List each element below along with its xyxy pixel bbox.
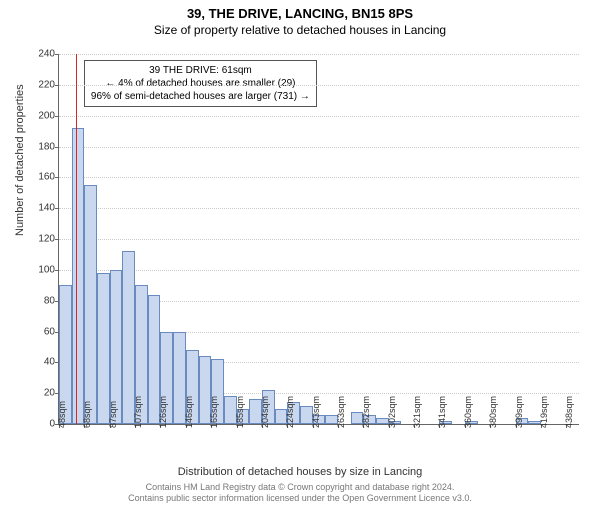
xtick-label: 126sqm (158, 396, 168, 428)
ytick-label: 120 (38, 234, 55, 245)
page-subtitle: Size of property relative to detached ho… (0, 23, 600, 37)
ytick-mark (55, 85, 59, 86)
xtick-label: 146sqm (184, 396, 194, 428)
ytick-label: 180 (38, 141, 55, 152)
histogram-bar (84, 185, 97, 424)
y-axis-label: Number of detached properties (14, 84, 26, 236)
xtick-label: 68sqm (82, 401, 92, 428)
gridline (59, 270, 579, 271)
xtick-label: 360sqm (463, 396, 473, 428)
xtick-label: 380sqm (488, 396, 498, 428)
gridline (59, 239, 579, 240)
histogram-bar (72, 128, 85, 424)
ytick-label: 160 (38, 172, 55, 183)
ytick-label: 60 (44, 326, 55, 337)
footer-line-2: Contains public sector information licen… (0, 493, 600, 504)
footer: Contains HM Land Registry data © Crown c… (0, 482, 600, 504)
xtick-label: 185sqm (235, 396, 245, 428)
ytick-mark (55, 208, 59, 209)
ytick-label: 20 (44, 388, 55, 399)
ytick-label: 0 (49, 419, 55, 430)
xtick-label: 321sqm (412, 396, 422, 428)
xtick-label: 107sqm (133, 396, 143, 428)
x-axis-label: Distribution of detached houses by size … (0, 466, 600, 478)
ytick-label: 100 (38, 264, 55, 275)
xtick-label: 263sqm (336, 396, 346, 428)
xtick-label: 224sqm (285, 396, 295, 428)
marker-info-box: 39 THE DRIVE: 61sqm ← 4% of detached hou… (84, 60, 317, 107)
xtick-label: 48sqm (57, 401, 67, 428)
gridline (59, 177, 579, 178)
xtick-label: 438sqm (564, 396, 574, 428)
page-title: 39, THE DRIVE, LANCING, BN15 8PS (0, 6, 600, 21)
ytick-mark (55, 54, 59, 55)
xtick-label: 419sqm (539, 396, 549, 428)
ytick-label: 220 (38, 79, 55, 90)
xtick-label: 399sqm (514, 396, 524, 428)
xtick-label: 282sqm (361, 396, 371, 428)
ytick-mark (55, 239, 59, 240)
ytick-label: 80 (44, 295, 55, 306)
info-line-3: 96% of semi-detached houses are larger (… (91, 90, 310, 103)
xtick-label: 341sqm (437, 396, 447, 428)
histogram-plot: 39 THE DRIVE: 61sqm ← 4% of detached hou… (58, 54, 579, 425)
gridline (59, 116, 579, 117)
ytick-mark (55, 177, 59, 178)
ytick-label: 140 (38, 203, 55, 214)
ytick-label: 40 (44, 357, 55, 368)
ytick-mark (55, 270, 59, 271)
footer-line-1: Contains HM Land Registry data © Crown c… (0, 482, 600, 493)
info-line-2: ← 4% of detached houses are smaller (29) (91, 77, 310, 90)
ytick-label: 200 (38, 110, 55, 121)
xtick-label: 87sqm (108, 401, 118, 428)
xtick-label: 204sqm (260, 396, 270, 428)
info-line-1: 39 THE DRIVE: 61sqm (91, 64, 310, 77)
ytick-mark (55, 116, 59, 117)
gridline (59, 85, 579, 86)
gridline (59, 208, 579, 209)
xtick-label: 165sqm (209, 396, 219, 428)
ytick-label: 240 (38, 49, 55, 60)
xtick-label: 243sqm (311, 396, 321, 428)
ytick-mark (55, 147, 59, 148)
gridline (59, 54, 579, 55)
xtick-label: 302sqm (387, 396, 397, 428)
gridline (59, 147, 579, 148)
marker-line (76, 54, 77, 424)
